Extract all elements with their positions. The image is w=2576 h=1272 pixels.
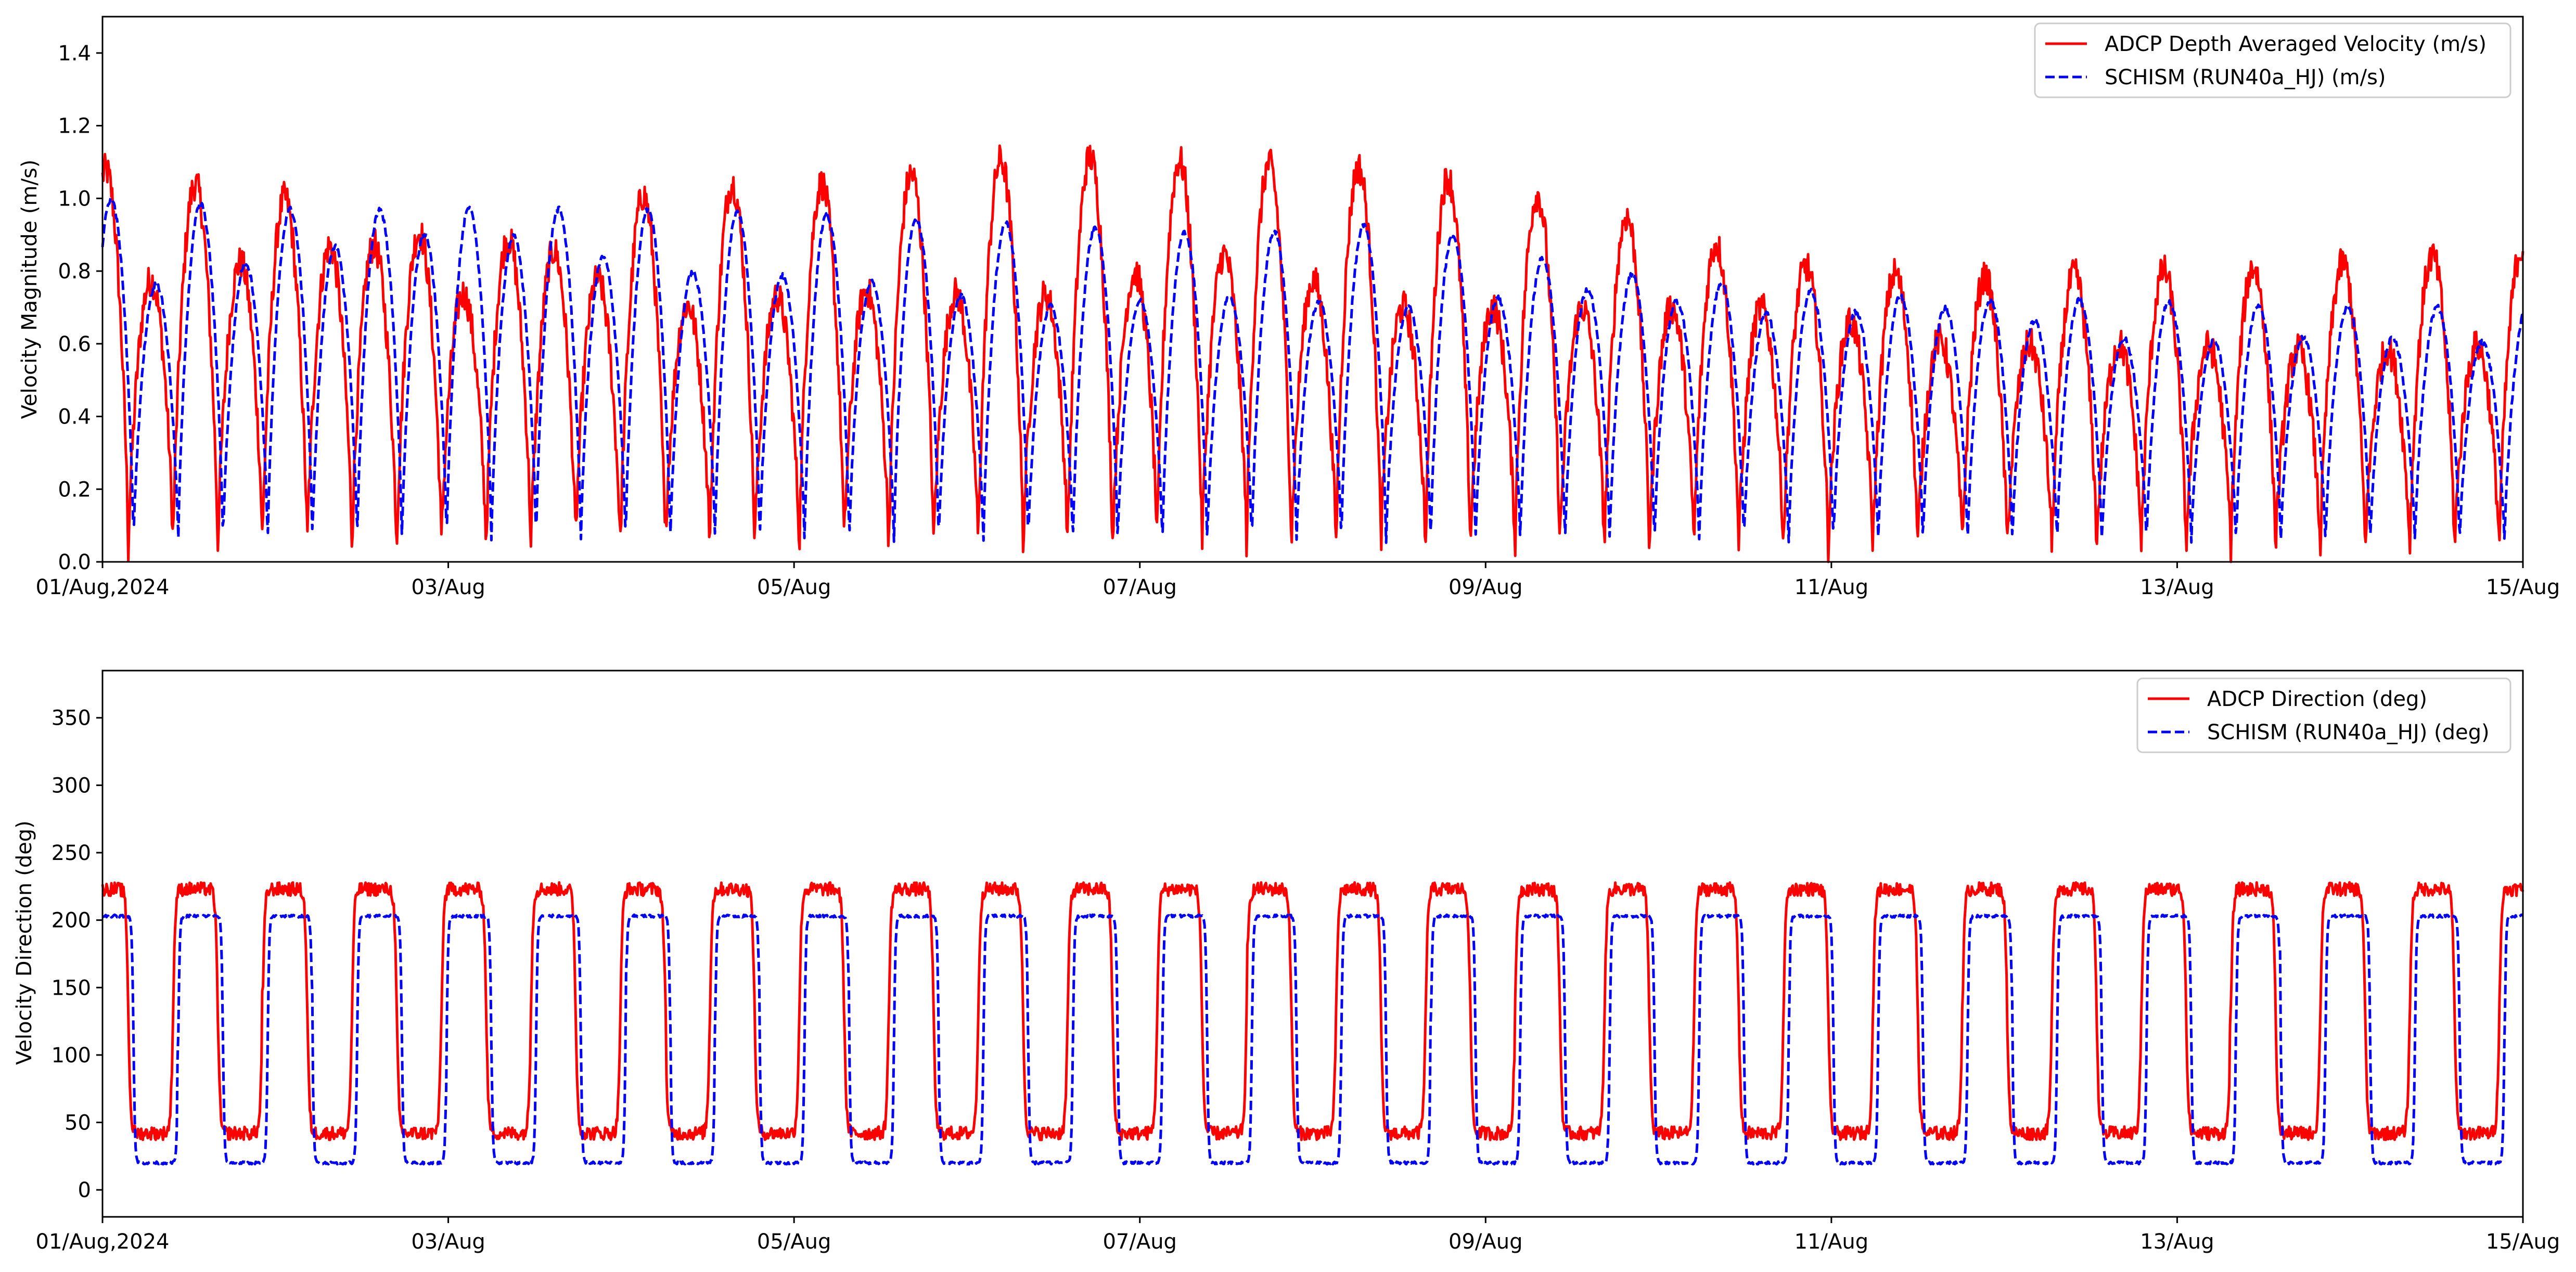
adcp-direction-line xyxy=(101,881,2524,1141)
legend-adcp-direction-label: ADCP Direction (deg) xyxy=(2207,687,2427,711)
direction-x-tick-label: 09/Aug xyxy=(1449,1230,1522,1254)
legend-schism-direction-label: SCHISM (RUN40a_HJ) (deg) xyxy=(2207,721,2490,744)
adcp-velocity-line xyxy=(101,144,2524,563)
direction-x-tick-label: 01/Aug,2024 xyxy=(36,1230,170,1254)
direction-y-axis-label: Velocity Direction (deg) xyxy=(12,820,36,1065)
velocity-y-tick-label: 1.4 xyxy=(58,42,91,66)
schism-velocity-line xyxy=(101,197,2524,544)
velocity-y-tick-label: 0.6 xyxy=(58,332,91,356)
velocity-x-tick-label: 15/Aug xyxy=(2486,575,2560,599)
velocity-axes-frame xyxy=(101,16,2524,563)
direction-y-tick-label: 350 xyxy=(52,706,91,730)
direction-y-tick-label: 100 xyxy=(52,1044,91,1068)
direction-x-tick-label: 15/Aug xyxy=(2486,1230,2560,1254)
velocity-x-axis: 01/Aug,2024 03/Aug 05/Aug 07/Aug 09/Aug 11/Au… xyxy=(36,562,2560,599)
schism-direction-line xyxy=(102,913,2524,1166)
velocity-legend: ADCP Depth Averaged Velocity (m/s) SCHIS… xyxy=(2034,22,2511,98)
velocity-x-tick-label: 11/Aug xyxy=(1795,575,1868,599)
direction-legend: ADCP Direction (deg) SCHISM (RUN40a_HJ) … xyxy=(2136,677,2511,753)
velocity-magnitude-panel: 0.0 0.2 0.4 0.6 0.8 1.0 1.2 1.4 01/Aug,2024 03/A… xyxy=(18,16,2560,599)
direction-y-axis: 0 50 100 150 200 250 300 350 xyxy=(52,706,102,1202)
direction-y-tick-label: 300 xyxy=(52,774,91,798)
velocity-x-tick-label: 03/Aug xyxy=(411,575,485,599)
velocity-x-tick-label: 05/Aug xyxy=(757,575,831,599)
legend-schism-velocity-label: SCHISM (RUN40a_HJ) (m/s) xyxy=(2105,66,2386,89)
velocity-y-tick-label: 1.2 xyxy=(58,114,91,138)
velocity-y-axis-label: Velocity Magnitude (m/s) xyxy=(18,160,42,419)
direction-y-tick-label: 50 xyxy=(65,1111,91,1135)
direction-x-tick-label: 07/Aug xyxy=(1103,1230,1176,1254)
velocity-x-tick-label: 07/Aug xyxy=(1103,575,1176,599)
direction-x-axis: 01/Aug,2024 03/Aug 05/Aug 07/Aug 09/Aug 11/Au… xyxy=(36,1217,2560,1254)
direction-y-tick-label: 150 xyxy=(52,976,91,1000)
direction-x-tick-label: 13/Aug xyxy=(2140,1230,2214,1254)
velocity-series-lines xyxy=(101,144,2524,563)
velocity-x-tick-label: 13/Aug xyxy=(2140,575,2214,599)
direction-x-tick-label: 03/Aug xyxy=(411,1230,485,1254)
direction-y-tick-label: 200 xyxy=(52,909,91,933)
velocity-y-tick-label: 0.2 xyxy=(58,478,91,502)
velocity-y-tick-label: 1.0 xyxy=(58,187,91,211)
direction-series-lines xyxy=(101,881,2524,1166)
velocity-x-tick-label: 01/Aug,2024 xyxy=(36,575,170,599)
velocity-y-axis: 0.0 0.2 0.4 0.6 0.8 1.0 1.2 1.4 xyxy=(58,42,102,574)
direction-axes-frame xyxy=(101,670,2524,1218)
direction-x-tick-label: 11/Aug xyxy=(1795,1230,1868,1254)
velocity-y-tick-label: 0.0 xyxy=(58,550,91,574)
velocity-x-tick-label: 09/Aug xyxy=(1449,575,1522,599)
direction-y-tick-label: 250 xyxy=(52,841,91,865)
direction-x-tick-label: 05/Aug xyxy=(757,1230,831,1254)
direction-y-tick-label: 0 xyxy=(78,1178,91,1202)
velocity-y-tick-label: 0.8 xyxy=(58,260,91,284)
velocity-y-tick-label: 0.4 xyxy=(58,405,91,429)
legend-adcp-velocity-label: ADCP Depth Averaged Velocity (m/s) xyxy=(2105,32,2487,56)
